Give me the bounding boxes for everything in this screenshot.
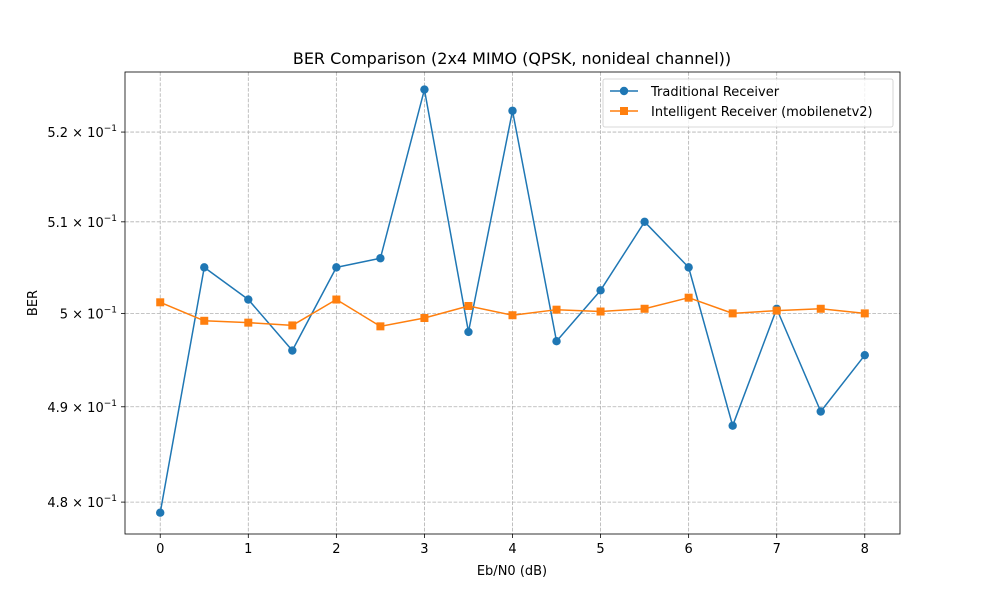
data-point (332, 295, 341, 304)
data-point (156, 298, 165, 307)
chart-title: BER Comparison (2x4 MIMO (QPSK, nonideal… (293, 49, 731, 68)
data-point (420, 85, 429, 94)
data-point (596, 286, 605, 295)
data-point (200, 263, 209, 272)
data-point (640, 304, 649, 313)
x-axis: 0 1 2 3 4 5 6 7 8 (156, 534, 869, 557)
data-point (288, 321, 297, 330)
y-tick-label: 5 × 10−1 (60, 305, 117, 322)
data-point (728, 421, 737, 430)
x-tick-label: 6 (684, 542, 692, 557)
data-point (860, 309, 869, 318)
x-tick-label: 3 (420, 542, 428, 557)
y-tick-label: 5.1 × 10−1 (47, 214, 117, 231)
y-axis-label: BER (26, 290, 41, 316)
series-intelligent-receiver (156, 293, 869, 331)
data-point (420, 314, 429, 323)
data-point (508, 106, 517, 115)
data-point (728, 309, 737, 318)
x-tick-label: 0 (156, 542, 164, 557)
legend-box (602, 78, 894, 128)
data-point (772, 306, 781, 315)
x-tick-label: 2 (332, 542, 340, 557)
legend: Traditional Receiver Intelligent Receiver… (602, 78, 894, 128)
data-point (244, 295, 253, 304)
data-point (464, 301, 473, 310)
x-tick-label: 1 (244, 542, 252, 557)
legend-label: Intelligent Receiver (mobilenetv2) (651, 105, 873, 120)
data-point (816, 304, 825, 313)
legend-marker (619, 86, 629, 96)
data-point (244, 318, 253, 327)
y-tick-label: 5.2 × 10−1 (47, 124, 117, 141)
y-tick-label: 4.8 × 10−1 (47, 494, 117, 511)
data-point (376, 322, 385, 331)
data-point (464, 327, 473, 337)
data-point (860, 350, 869, 360)
data-point (684, 293, 693, 302)
data-point (552, 337, 561, 346)
legend-label: Traditional Receiver (650, 85, 780, 100)
series-traditional-receiver (156, 85, 869, 517)
legend-marker (620, 107, 628, 115)
data-point (684, 263, 693, 272)
x-tick-label: 8 (861, 542, 869, 557)
y-tick-label: 4.9 × 10−1 (47, 399, 117, 416)
series-layer (156, 85, 869, 517)
data-point (508, 311, 517, 320)
legend-entry: Intelligent Receiver (mobilenetv2) (610, 105, 873, 120)
y-axis: 4.8 × 10−1 4.9 × 10−1 5 × 10−1 5.1 × 10−1 5.… (47, 124, 125, 511)
data-point (156, 508, 165, 517)
data-point (816, 407, 825, 416)
data-point (200, 316, 209, 325)
x-tick-label: 4 (508, 542, 516, 557)
data-point (640, 217, 649, 227)
x-axis-label: Eb/N0 (dB) (477, 564, 547, 579)
x-tick-label: 7 (773, 542, 781, 557)
data-point (332, 263, 341, 272)
data-point (288, 346, 297, 355)
legend-entry: Traditional Receiver (610, 85, 780, 100)
data-point (596, 307, 605, 316)
x-tick-label: 5 (596, 542, 604, 557)
data-point (552, 305, 561, 314)
data-point (376, 254, 385, 263)
